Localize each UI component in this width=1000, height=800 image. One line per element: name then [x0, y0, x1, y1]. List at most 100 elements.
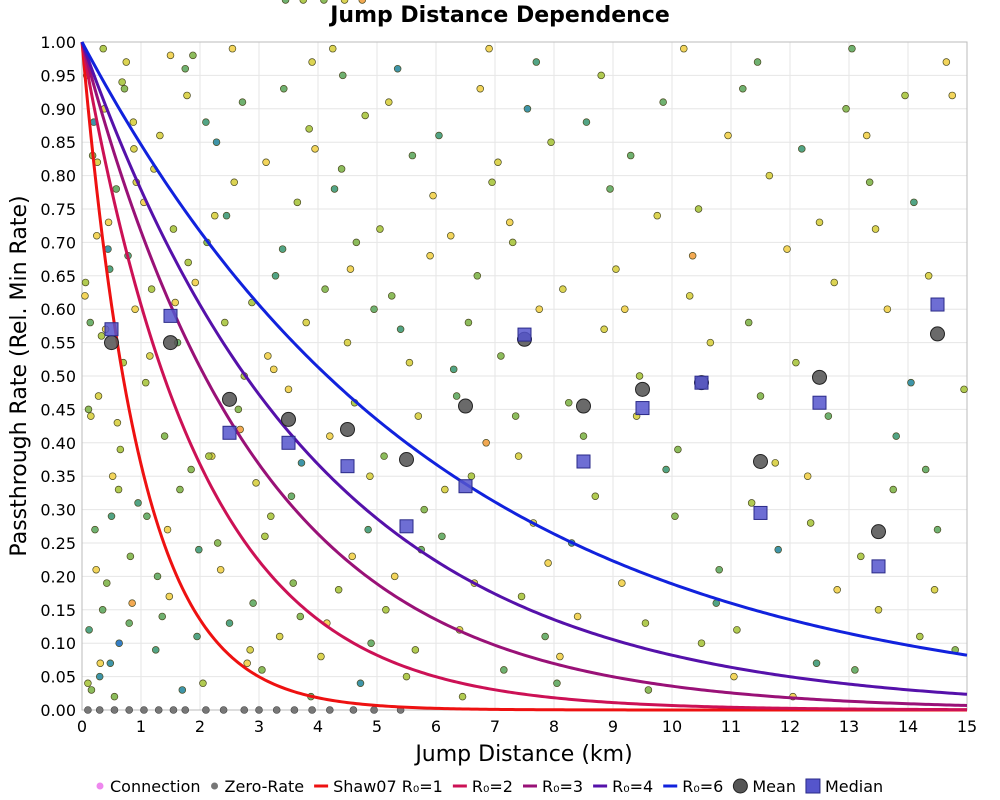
y-tick-label: 0.80 — [40, 167, 76, 186]
mean-marker — [576, 398, 591, 414]
x-tick-label: 10 — [662, 717, 682, 736]
connection-point — [166, 51, 175, 60]
x-axis-label: Jump Distance (km) — [413, 742, 632, 767]
connection-point — [329, 44, 337, 53]
connection-point — [97, 332, 106, 340]
connection-point — [169, 225, 178, 233]
connection-point — [408, 151, 417, 160]
connection-point — [485, 44, 493, 53]
zero-rate-point — [370, 706, 378, 714]
connection-point — [91, 525, 99, 534]
connection-point — [141, 378, 150, 387]
connection-point — [774, 545, 782, 554]
connection-point — [184, 258, 192, 267]
x-tick-label: 8 — [549, 717, 559, 736]
connection-point — [165, 592, 174, 601]
connection-point — [812, 659, 821, 667]
connection-point — [435, 131, 443, 140]
connection-point — [104, 218, 113, 227]
connection-point — [87, 686, 96, 694]
connection-point — [857, 552, 865, 561]
connection-point — [92, 231, 101, 240]
y-tick-label: 0.95 — [40, 66, 76, 85]
legend: Connection Zero-Rate Shaw07 R₀=1 R₀=2 R₀=3 R₀… — [96, 777, 883, 796]
zero-rate-point — [181, 706, 190, 714]
y-tick-label: 0.20 — [40, 567, 76, 586]
connection-point — [733, 626, 741, 634]
connection-point — [889, 485, 897, 494]
connection-point — [199, 679, 207, 688]
connection-point — [225, 619, 234, 627]
connection-point — [195, 545, 203, 554]
connection-point — [176, 485, 184, 494]
chart-title: Jump Distance Dependence — [328, 3, 670, 28]
connection-point — [99, 44, 107, 53]
curve-r0-2 — [80, 41, 968, 712]
connection-point — [293, 198, 302, 207]
connection-point — [230, 178, 238, 187]
mean-marker — [340, 421, 355, 437]
connection-point — [193, 632, 201, 641]
connection-point — [606, 185, 614, 193]
connection-point — [473, 272, 482, 280]
x-tick-label: 14 — [898, 717, 918, 736]
connection-point — [449, 365, 458, 374]
connection-point — [181, 64, 190, 73]
connection-point — [765, 171, 774, 180]
connection-point — [697, 639, 706, 647]
connection-point — [302, 318, 310, 327]
connection-point — [96, 659, 105, 667]
connection-point — [187, 465, 195, 474]
connection-point — [382, 606, 390, 614]
connection-point — [405, 358, 414, 367]
y-tick-label: 0.05 — [40, 668, 76, 687]
curve-r0-3 — [80, 41, 968, 707]
median-marker — [399, 519, 414, 534]
y-tick-label: 0.65 — [40, 267, 76, 286]
connection-point — [308, 58, 316, 66]
connection-point — [388, 292, 396, 300]
curve-r0-4 — [80, 41, 968, 696]
connection-point — [942, 58, 951, 66]
y-tick-label: 0.45 — [40, 400, 76, 419]
connection-point — [851, 666, 859, 674]
zero-rate-point — [219, 706, 228, 714]
connection-point — [122, 58, 130, 66]
connection-point — [334, 586, 343, 594]
connection-point — [321, 285, 329, 293]
connection-point — [238, 98, 247, 106]
legend-label: Median — [825, 777, 883, 796]
connection-point — [488, 178, 496, 187]
connection-point — [694, 205, 703, 213]
connection-point — [612, 265, 620, 273]
zero-rate-point — [110, 706, 119, 714]
connection-point — [346, 265, 355, 273]
y-tick-label: 0.60 — [40, 300, 76, 319]
connection-point — [871, 225, 880, 233]
connection-point — [724, 131, 732, 140]
connection-point — [81, 278, 90, 287]
connection-point — [115, 639, 123, 647]
zero-rate-point — [349, 706, 358, 714]
connection-point — [189, 51, 197, 60]
connection-point — [921, 465, 930, 474]
connection-point — [393, 64, 402, 73]
connection-point — [553, 679, 561, 688]
connection-point — [747, 499, 756, 507]
mean-marker — [104, 335, 119, 351]
mean-marker — [871, 524, 886, 540]
zero-rate-point — [169, 706, 178, 714]
connection-point — [281, 0, 290, 4]
connection-point — [783, 245, 791, 253]
connection-point — [178, 686, 187, 694]
connection-point — [559, 285, 567, 293]
connection-point — [228, 44, 237, 53]
connection-point — [662, 465, 670, 474]
y-axis-ticks: 0.00 0.05 0.10 0.15 0.20 0.25 0.30 0.35 0.40 0.45… — [40, 33, 76, 720]
y-tick-label: 0.85 — [40, 133, 76, 152]
connection-point — [680, 44, 688, 53]
connection-point — [370, 305, 378, 313]
median-marker — [163, 308, 178, 323]
y-tick-label: 0.15 — [40, 601, 76, 620]
connection-point — [94, 392, 103, 400]
